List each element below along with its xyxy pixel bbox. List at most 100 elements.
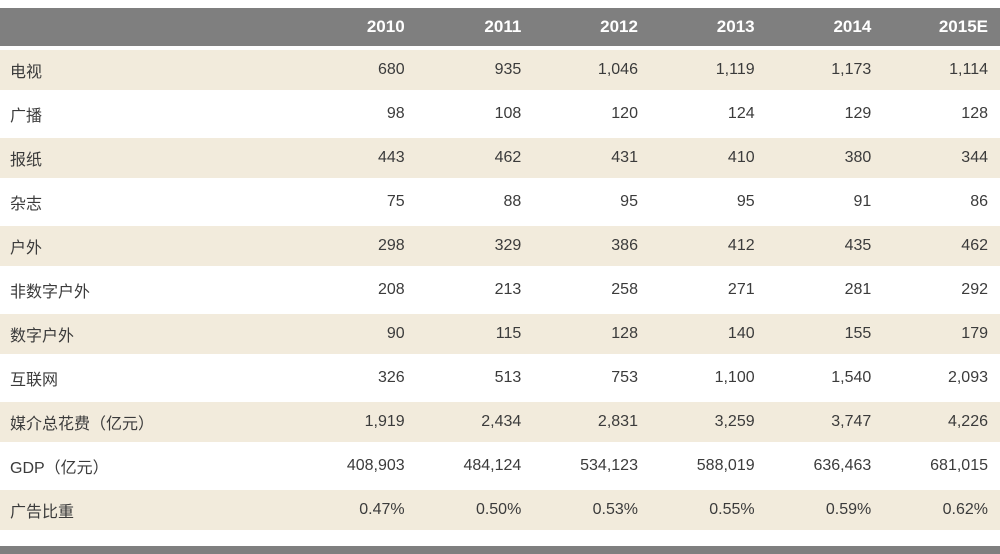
value-cell: 462 bbox=[416, 138, 534, 182]
table-row: 互联网 326 513 753 1,100 1,540 2,093 bbox=[0, 358, 1000, 402]
year-header: 2013 bbox=[649, 8, 767, 50]
table-row: 电视 680 935 1,046 1,119 1,173 1,114 bbox=[0, 50, 1000, 94]
value-cell: 1,119 bbox=[649, 50, 767, 94]
row-label: 非数字户外 bbox=[0, 270, 300, 314]
value-cell: 462 bbox=[883, 226, 1000, 270]
value-cell: 120 bbox=[533, 94, 650, 138]
table-body: 电视 680 935 1,046 1,119 1,173 1,114 广播 98 108 120 12… bbox=[0, 50, 1000, 534]
value-cell: 98 bbox=[300, 94, 417, 138]
value-cell: 681,015 bbox=[883, 446, 1000, 490]
row-label: 杂志 bbox=[0, 182, 300, 226]
value-cell: 0.55% bbox=[649, 490, 767, 534]
table-row: 报纸 443 462 431 410 380 344 bbox=[0, 138, 1000, 182]
value-cell: 4,226 bbox=[883, 402, 1000, 446]
media-ad-spend-table: 2010 2011 2012 2013 2014 2015E 电视 680 935 1,046 1… bbox=[0, 8, 1000, 534]
year-header: 2011 bbox=[416, 8, 534, 50]
value-cell: 935 bbox=[416, 50, 534, 94]
row-label: 电视 bbox=[0, 50, 300, 94]
value-cell: 179 bbox=[883, 314, 1000, 358]
value-cell: 0.47% bbox=[300, 490, 417, 534]
value-cell: 90 bbox=[300, 314, 417, 358]
row-label: 数字户外 bbox=[0, 314, 300, 358]
value-cell: 443 bbox=[300, 138, 417, 182]
value-cell: 1,173 bbox=[766, 50, 884, 94]
row-label: 互联网 bbox=[0, 358, 300, 402]
table-row: GDP（亿元） 408,903 484,124 534,123 588,019 636,4… bbox=[0, 446, 1000, 490]
value-cell: 1,540 bbox=[766, 358, 884, 402]
value-cell: 1,046 bbox=[533, 50, 650, 94]
year-header: 2012 bbox=[533, 8, 650, 50]
row-label: 广告比重 bbox=[0, 490, 300, 534]
value-cell: 329 bbox=[416, 226, 534, 270]
value-cell: 408,903 bbox=[300, 446, 417, 490]
value-cell: 140 bbox=[649, 314, 767, 358]
value-cell: 534,123 bbox=[533, 446, 650, 490]
value-cell: 292 bbox=[883, 270, 1000, 314]
value-cell: 380 bbox=[766, 138, 884, 182]
table-row: 杂志 75 88 95 95 91 86 bbox=[0, 182, 1000, 226]
value-cell: 213 bbox=[416, 270, 534, 314]
value-cell: 128 bbox=[533, 314, 650, 358]
value-cell: 208 bbox=[300, 270, 417, 314]
value-cell: 115 bbox=[416, 314, 534, 358]
table-row: 非数字户外 208 213 258 271 281 292 bbox=[0, 270, 1000, 314]
value-cell: 298 bbox=[300, 226, 417, 270]
row-label: 广播 bbox=[0, 94, 300, 138]
value-cell: 1,919 bbox=[300, 402, 417, 446]
value-cell: 258 bbox=[533, 270, 650, 314]
table-row: 媒介总花费（亿元） 1,919 2,434 2,831 3,259 3,747 4,226 bbox=[0, 402, 1000, 446]
value-cell: 2,093 bbox=[883, 358, 1000, 402]
value-cell: 431 bbox=[533, 138, 650, 182]
value-cell: 0.53% bbox=[533, 490, 650, 534]
value-cell: 1,100 bbox=[649, 358, 767, 402]
value-cell: 410 bbox=[649, 138, 767, 182]
table-row: 广告比重 0.47% 0.50% 0.53% 0.55% 0.59% 0.62% bbox=[0, 490, 1000, 534]
value-cell: 271 bbox=[649, 270, 767, 314]
year-header: 2014 bbox=[766, 8, 884, 50]
value-cell: 0.59% bbox=[766, 490, 884, 534]
year-header: 2010 bbox=[300, 8, 417, 50]
row-label: 媒介总花费（亿元） bbox=[0, 402, 300, 446]
value-cell: 412 bbox=[649, 226, 767, 270]
value-cell: 86 bbox=[883, 182, 1000, 226]
value-cell: 128 bbox=[883, 94, 1000, 138]
value-cell: 124 bbox=[649, 94, 767, 138]
value-cell: 129 bbox=[766, 94, 884, 138]
value-cell: 91 bbox=[766, 182, 884, 226]
value-cell: 344 bbox=[883, 138, 1000, 182]
value-cell: 3,747 bbox=[766, 402, 884, 446]
value-cell: 1,114 bbox=[883, 50, 1000, 94]
value-cell: 281 bbox=[766, 270, 884, 314]
value-cell: 95 bbox=[533, 182, 650, 226]
value-cell: 2,831 bbox=[533, 402, 650, 446]
value-cell: 108 bbox=[416, 94, 534, 138]
value-cell: 75 bbox=[300, 182, 417, 226]
value-cell: 386 bbox=[533, 226, 650, 270]
row-label: 报纸 bbox=[0, 138, 300, 182]
table-row: 数字户外 90 115 128 140 155 179 bbox=[0, 314, 1000, 358]
value-cell: 0.62% bbox=[883, 490, 1000, 534]
value-cell: 326 bbox=[300, 358, 417, 402]
value-cell: 155 bbox=[766, 314, 884, 358]
value-cell: 588,019 bbox=[649, 446, 767, 490]
value-cell: 95 bbox=[649, 182, 767, 226]
value-cell: 2,434 bbox=[416, 402, 534, 446]
header-row: 2010 2011 2012 2013 2014 2015E bbox=[0, 8, 1000, 50]
value-cell: 753 bbox=[533, 358, 650, 402]
row-label: GDP（亿元） bbox=[0, 446, 300, 490]
bottom-bar bbox=[0, 546, 1000, 554]
value-cell: 3,259 bbox=[649, 402, 767, 446]
table-row: 户外 298 329 386 412 435 462 bbox=[0, 226, 1000, 270]
year-header: 2015E bbox=[883, 8, 1000, 50]
table-row: 广播 98 108 120 124 129 128 bbox=[0, 94, 1000, 138]
value-cell: 435 bbox=[766, 226, 884, 270]
value-cell: 0.50% bbox=[416, 490, 534, 534]
corner-cell bbox=[0, 8, 300, 50]
value-cell: 484,124 bbox=[416, 446, 534, 490]
value-cell: 88 bbox=[416, 182, 534, 226]
value-cell: 513 bbox=[416, 358, 534, 402]
value-cell: 680 bbox=[300, 50, 417, 94]
row-label: 户外 bbox=[0, 226, 300, 270]
value-cell: 636,463 bbox=[766, 446, 884, 490]
